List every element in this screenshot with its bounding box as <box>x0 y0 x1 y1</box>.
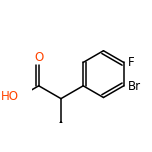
Text: F: F <box>128 55 134 69</box>
Text: O: O <box>35 51 44 64</box>
Text: HO: HO <box>1 90 19 103</box>
Text: Br: Br <box>128 80 141 93</box>
